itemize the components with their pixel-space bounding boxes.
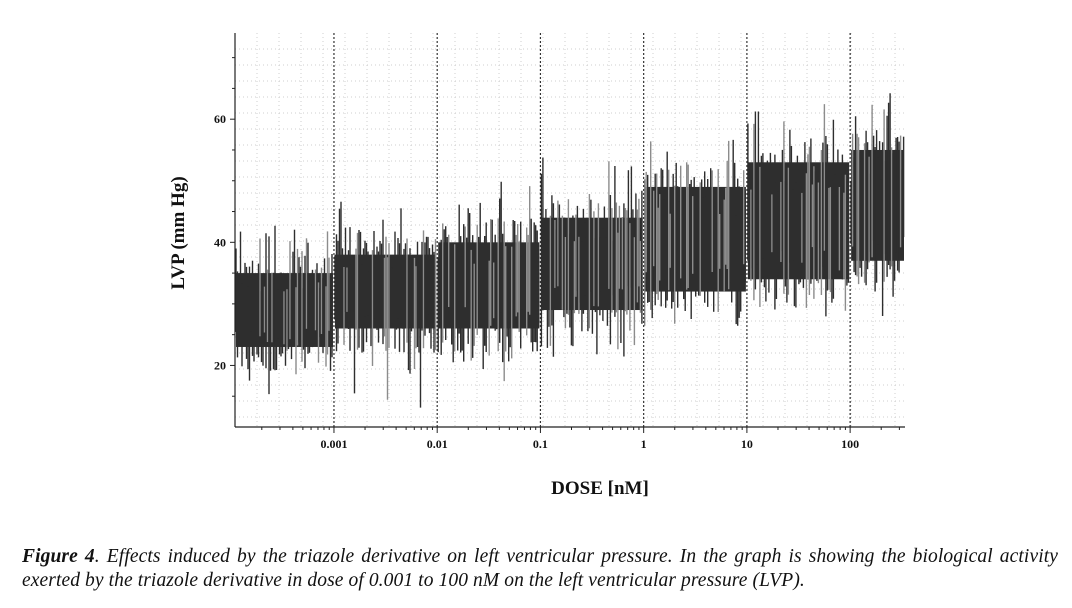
tick-labels: 0.001 0.01 0.1 1 10 100 20 40 60 bbox=[214, 112, 859, 451]
x-tick-label: 0.01 bbox=[427, 437, 448, 451]
trace-segment-5 bbox=[747, 104, 850, 317]
x-tick-label: 1 bbox=[641, 437, 647, 451]
figure-caption: Figure 4. Effects induced by the triazol… bbox=[22, 545, 1058, 593]
x-tick-label: 100 bbox=[841, 437, 859, 451]
x-tick-label: 0.1 bbox=[533, 437, 548, 451]
pressure-trace bbox=[235, 93, 905, 408]
trace-segment-4 bbox=[644, 139, 746, 326]
trace-segment-2 bbox=[437, 181, 540, 382]
caption-text: . Effects induced by the triazole deriva… bbox=[22, 546, 1058, 591]
x-tick-label: 10 bbox=[741, 437, 753, 451]
trace-segment-6 bbox=[850, 93, 905, 316]
y-tick-label: 20 bbox=[214, 358, 226, 372]
lvp-dose-chart: 0.001 0.01 0.1 1 10 100 20 40 60 LVP (mm Hg) DOS… bbox=[168, 33, 905, 499]
x-axis-label: DOSE [nM] bbox=[551, 478, 649, 499]
x-tick-label: 0.001 bbox=[320, 437, 347, 451]
y-tick-label: 40 bbox=[214, 235, 226, 249]
trace-segment-3 bbox=[540, 157, 643, 357]
dose-markers bbox=[333, 33, 851, 427]
trace-segment-1 bbox=[334, 201, 437, 408]
caption-label: Figure 4 bbox=[22, 546, 95, 567]
y-tick-label: 60 bbox=[214, 112, 226, 126]
trace-segment-0 bbox=[235, 225, 333, 395]
axes bbox=[230, 33, 905, 433]
y-axis-label: LVP (mm Hg) bbox=[168, 176, 189, 289]
